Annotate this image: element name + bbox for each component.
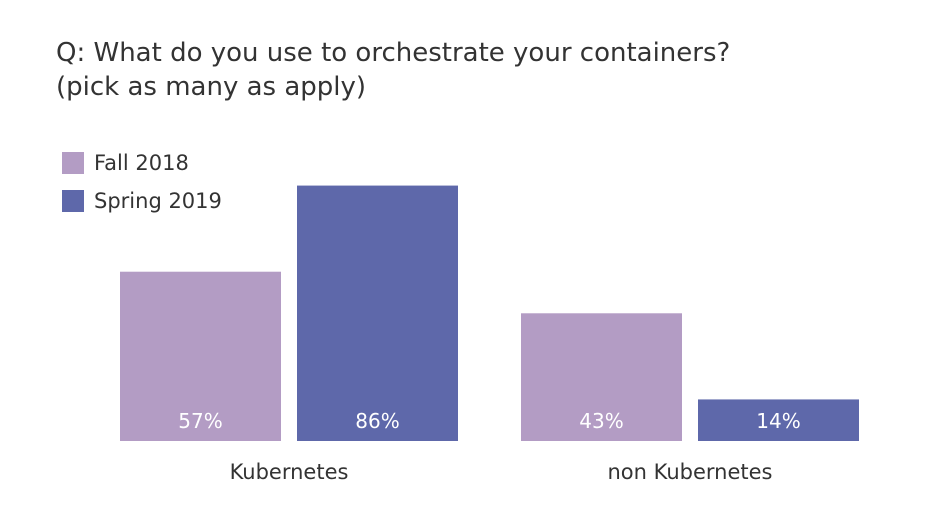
legend-label-spring-2019: Spring 2019 — [94, 189, 222, 213]
data-label: 57% — [178, 409, 222, 433]
legend: Fall 2018 Spring 2019 — [62, 144, 222, 220]
data-label: 86% — [355, 409, 399, 433]
bar-non-kubernetes-fall-2018 — [521, 313, 682, 441]
legend-label-fall-2018: Fall 2018 — [94, 151, 189, 175]
legend-item-spring-2019: Spring 2019 — [62, 182, 222, 220]
chart-title-line: Q: What do you use to orchestrate your c… — [56, 38, 731, 68]
chart-title: Q: What do you use to orchestrate your c… — [56, 36, 730, 104]
bar-kubernetes-fall-2018 — [120, 271, 281, 441]
bar-non-kubernetes-spring-2019 — [698, 399, 859, 441]
chart-subtitle: (pick as many as apply) — [56, 72, 367, 102]
legend-item-fall-2018: Fall 2018 — [62, 144, 222, 182]
bar-kubernetes-spring-2019 — [297, 185, 458, 441]
legend-swatch-spring-2019 — [62, 190, 84, 212]
legend-swatch-fall-2018 — [62, 152, 84, 174]
data-label: 43% — [579, 409, 623, 433]
category-label: non Kubernetes — [607, 460, 772, 484]
category-label: Kubernetes — [230, 460, 349, 484]
data-label: 14% — [756, 409, 800, 433]
